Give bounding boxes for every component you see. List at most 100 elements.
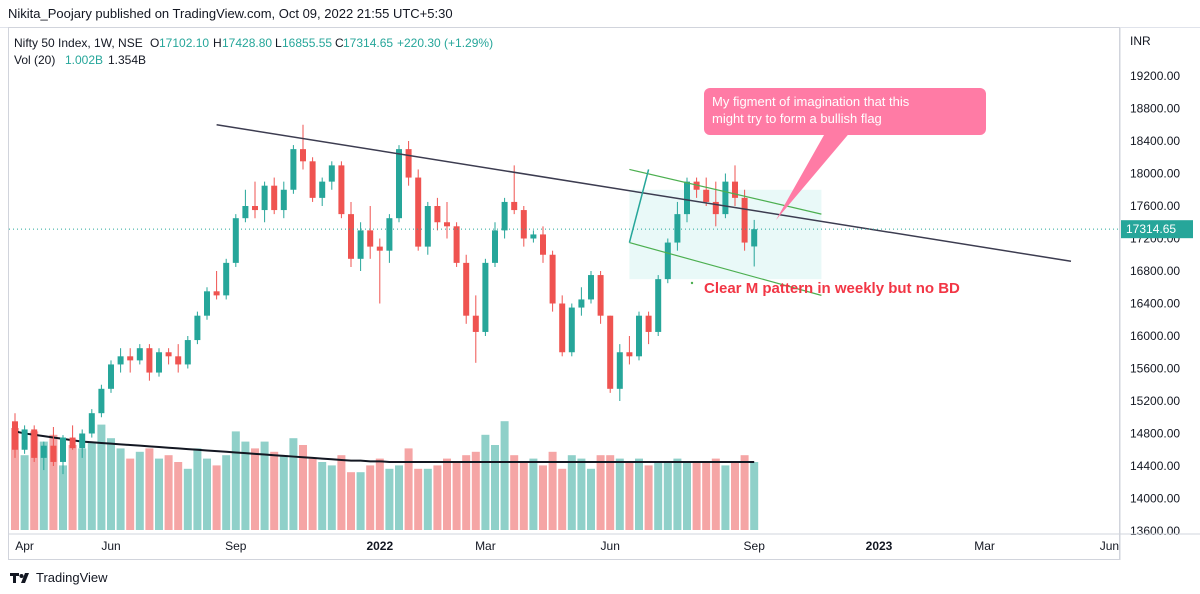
impulse-line[interactable] [628,169,650,243]
volume-bar [625,462,634,530]
candle[interactable] [136,344,143,365]
candle[interactable] [60,435,66,475]
volume-bar [212,465,221,530]
candle[interactable] [367,206,374,259]
legend-o-label: O [150,36,159,50]
candle[interactable] [21,425,28,454]
candle[interactable] [79,429,86,458]
candle[interactable] [386,214,393,263]
candle[interactable] [578,287,585,316]
candle[interactable] [88,409,95,438]
candle[interactable] [348,201,354,267]
candle[interactable] [146,344,153,381]
candle[interactable] [204,287,210,320]
candle[interactable] [175,344,182,373]
candle[interactable] [444,201,450,239]
candle[interactable] [626,336,633,365]
candle[interactable] [194,311,201,345]
candle[interactable] [520,206,527,247]
candle[interactable] [732,165,738,206]
y-tick-label: 18000.00 [1130,167,1180,181]
candle[interactable] [117,348,124,373]
candle[interactable] [328,161,335,190]
candle[interactable] [703,177,710,206]
candle[interactable] [674,201,681,251]
candle[interactable] [588,271,594,304]
candle[interactable] [165,348,172,365]
candle[interactable] [156,348,162,377]
candle[interactable] [722,173,729,219]
candle[interactable] [645,311,652,345]
candle[interactable] [223,258,230,300]
candle[interactable] [213,271,220,300]
candle[interactable] [568,303,575,357]
candle-body [108,364,114,389]
candle[interactable] [424,201,431,255]
candle[interactable] [607,315,614,393]
candle[interactable] [597,271,604,324]
candle[interactable] [232,214,239,267]
footer: TradingView [0,561,1200,594]
candle[interactable] [50,427,57,466]
candle[interactable] [309,157,316,202]
candle[interactable] [290,145,297,194]
candle[interactable] [396,145,402,223]
candle-body [482,262,489,332]
candle[interactable] [280,181,287,219]
volume-bar [404,448,413,530]
candle[interactable] [741,189,748,251]
candle[interactable] [751,219,758,267]
candle-body [261,185,268,211]
candle[interactable] [184,336,191,369]
channel-upper-line[interactable] [629,168,822,215]
candle[interactable] [540,226,546,263]
tradingview-logo[interactable]: TradingView [10,570,108,585]
candle[interactable] [616,344,623,401]
candle[interactable] [549,250,556,312]
candle-body [31,429,38,458]
candle[interactable] [98,384,105,418]
price-chart[interactable]: INR 19200.00 18800.00 18400.00 18000.00 17600… [0,0,1200,561]
volume-bar [251,448,259,530]
candle[interactable] [127,348,134,373]
candle[interactable] [300,124,306,170]
candle[interactable] [357,222,364,271]
candle[interactable] [108,360,114,393]
candle[interactable] [261,181,268,223]
candle[interactable] [376,238,383,304]
candle[interactable] [12,413,18,458]
candle-body [309,161,316,198]
candle[interactable] [319,177,326,206]
candle[interactable] [40,441,47,471]
candle[interactable] [492,222,498,267]
candle[interactable] [559,295,566,357]
candle[interactable] [482,258,489,336]
candle[interactable] [511,165,518,215]
candle[interactable] [405,141,412,186]
callout-box [704,88,986,135]
trendline[interactable] [216,124,1072,262]
callout-annotation[interactable]: My figment of imagination that this migh… [704,88,986,220]
candle[interactable] [242,189,249,223]
channel-lower-line[interactable] [629,241,822,296]
candle[interactable] [636,311,642,361]
candle[interactable] [271,177,278,215]
candle[interactable] [664,238,671,284]
candle[interactable] [415,169,422,251]
candle[interactable] [472,295,479,363]
candle[interactable] [501,197,508,239]
candle[interactable] [31,425,38,462]
x-tick-label: Sep [744,539,766,553]
volume-bar [635,458,643,530]
candle-body [204,291,210,316]
candle[interactable] [655,275,662,336]
candle[interactable] [252,181,258,219]
candle[interactable] [434,197,441,231]
candle[interactable] [530,230,537,243]
candle[interactable] [463,254,470,324]
legend-change: +220.30 (+1.29%) [397,36,493,50]
candle-body [732,181,738,198]
candle[interactable] [69,425,76,450]
candle[interactable] [338,161,345,219]
candle[interactable] [453,222,460,267]
